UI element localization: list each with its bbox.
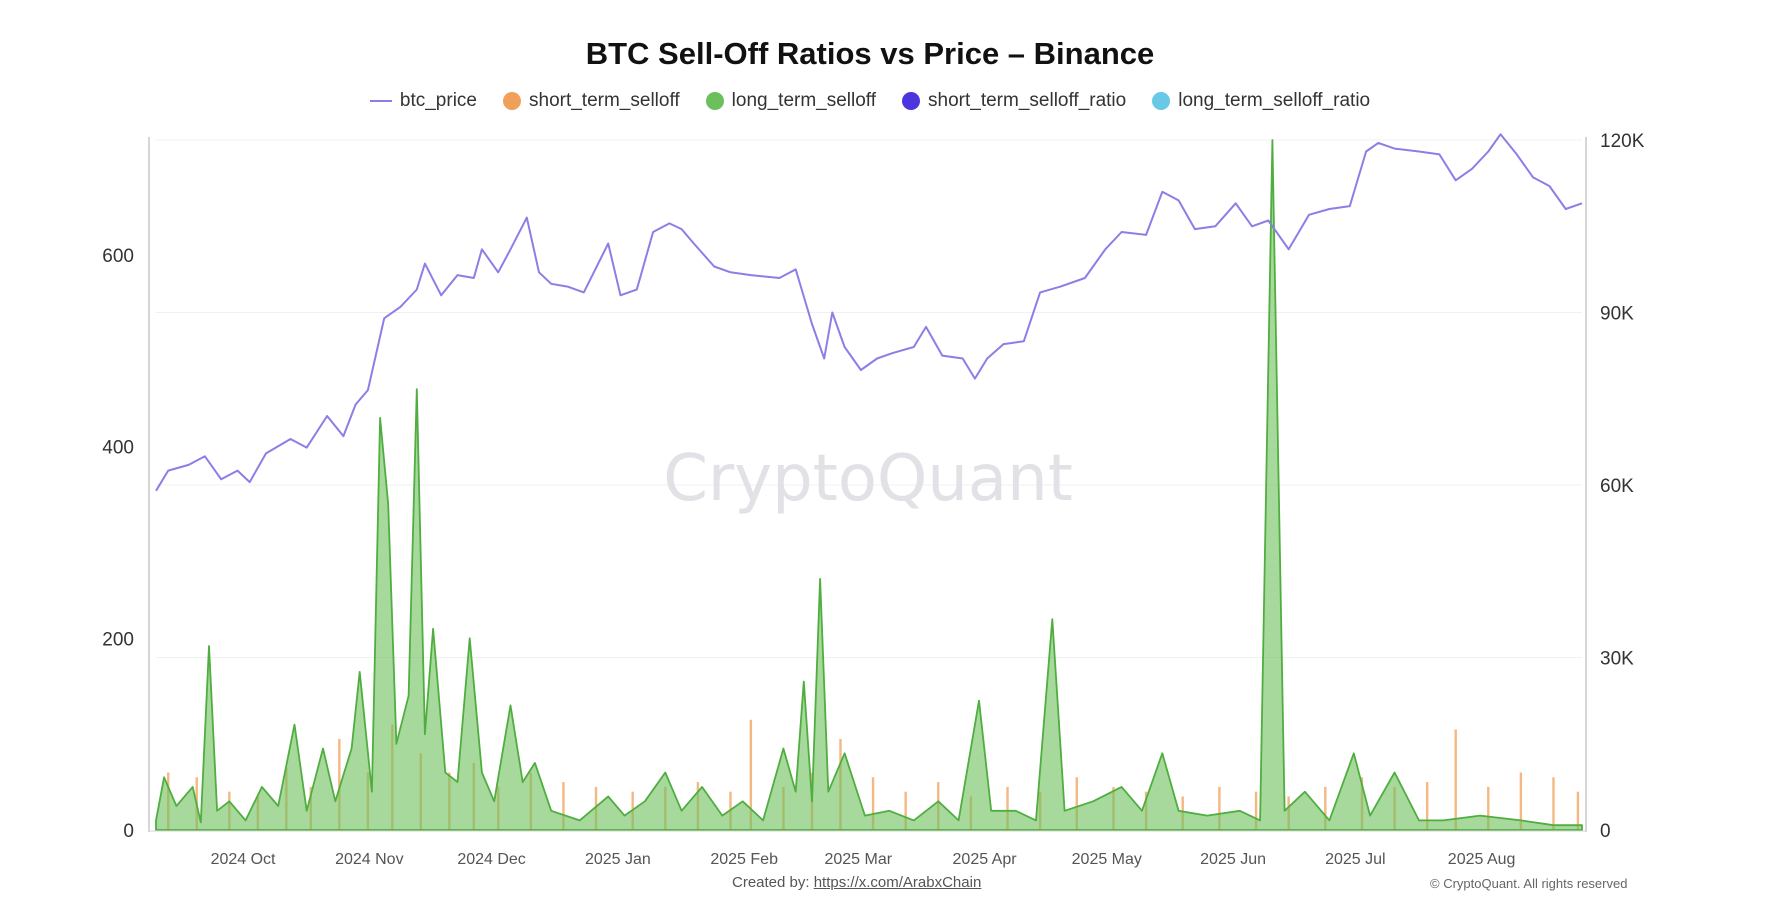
short-term-selloff-bar [904, 791, 907, 830]
legend-swatch-long-term-selloff [705, 92, 724, 110]
long-term-selloff-area-path [155, 139, 1583, 831]
short-term-selloff-bar [1218, 786, 1221, 830]
short-term-selloff-bar [1425, 782, 1429, 830]
y-right-tick-label: 30K [1600, 649, 1634, 670]
y-right-tick-label: 90K [1600, 304, 1634, 325]
legend-label-short-term-selloff-ratio: short_term_selloff_ratio [928, 90, 1127, 111]
legend-swatch-long-term-selloff-ratio [1152, 92, 1171, 110]
short-term-selloff-bar [1487, 786, 1490, 830]
btc-price-polyline [155, 133, 1583, 492]
btc-price-line [155, 133, 1583, 492]
short-term-selloff-bar [871, 777, 875, 830]
x-tick-label: 2025 Mar [824, 851, 892, 868]
short-term-selloff-bar [1006, 786, 1009, 830]
y-left-tick-label: 400 [102, 438, 134, 459]
legend-item-short-term-selloff-ratio[interactable]: short_term_selloff_ratio [902, 90, 1126, 112]
short-term-selloff-bar [562, 782, 565, 830]
x-tick-label: 2024 Dec [457, 851, 526, 868]
x-tick-label: 2025 Jan [585, 851, 651, 868]
short-term-selloff-bar [1552, 777, 1555, 830]
x-tick-label: 2025 May [1072, 851, 1142, 868]
legend-label-long-term-selloff: long_term_selloff [731, 90, 877, 111]
footer-created-by: Created by: https://x.com/ArabxChain [732, 874, 981, 891]
legend: btc_price short_term_selloff long_term_s… [0, 90, 1740, 112]
created-by-label: Created by: [732, 874, 810, 891]
x-tick-label: 2024 Nov [335, 851, 404, 868]
legend-item-long-term-selloff[interactable]: long_term_selloff [705, 90, 877, 112]
legend-swatch-short-term-selloff-ratio [902, 92, 921, 110]
legend-label-long-term-selloff-ratio: long_term_selloff_ratio [1178, 90, 1371, 111]
footer-copyright: © CryptoQuant. All rights reserved [1430, 876, 1628, 891]
legend-item-short-term-selloff[interactable]: short_term_selloff [503, 90, 680, 112]
short-term-selloff-bar [749, 719, 753, 830]
legend-label-btc-price: btc_price [399, 90, 477, 111]
legend-item-long-term-selloff-ratio[interactable]: long_term_selloff_ratio [1152, 90, 1370, 112]
legend-label-short-term-selloff: short_term_selloff [529, 90, 680, 111]
short-term-selloff-bar [1324, 786, 1327, 830]
y-right-tick-label: 0 [1600, 821, 1611, 842]
short-term-selloff-bar [1576, 791, 1580, 830]
y-left-tick-label: 0 [123, 821, 134, 842]
short-term-selloff-bar [338, 738, 341, 830]
short-term-selloff-bar [1254, 791, 1258, 830]
x-tick-label: 2024 Oct [211, 851, 276, 868]
short-term-selloff-bar [1075, 777, 1078, 830]
y-left-tick-label: 600 [102, 246, 134, 267]
x-tick-label: 2025 Jul [1325, 851, 1386, 868]
legend-swatch-btc-price [369, 100, 392, 102]
chart-title: BTC Sell-Off Ratios vs Price – Binance [585, 36, 1155, 71]
watermark: CryptoQuant [663, 442, 1073, 516]
legend-swatch-short-term-selloff [503, 92, 521, 110]
x-tick-label: 2025 Apr [953, 851, 1018, 868]
y-right-tick-label: 120K [1600, 131, 1645, 152]
x-tick-label: 2025 Feb [710, 851, 778, 868]
axes: 0 200 400 600 0 30K 60K 90K 120K 2024 Oct 2024 Nov… [102, 131, 1644, 868]
short-term-selloff-bar [1454, 729, 1457, 830]
created-by-link[interactable]: https://x.com/ArabxChain [813, 874, 982, 891]
y-right-tick-label: 60K [1600, 476, 1634, 497]
short-term-selloff-bar [1519, 772, 1523, 830]
x-tick-label: 2025 Aug [1448, 851, 1516, 868]
x-tick-label: 2025 Jun [1200, 851, 1266, 868]
y-left-tick-label: 200 [102, 629, 134, 650]
legend-item-btc-price[interactable]: btc_price [369, 90, 477, 112]
long-term-selloff-area [155, 139, 1583, 831]
